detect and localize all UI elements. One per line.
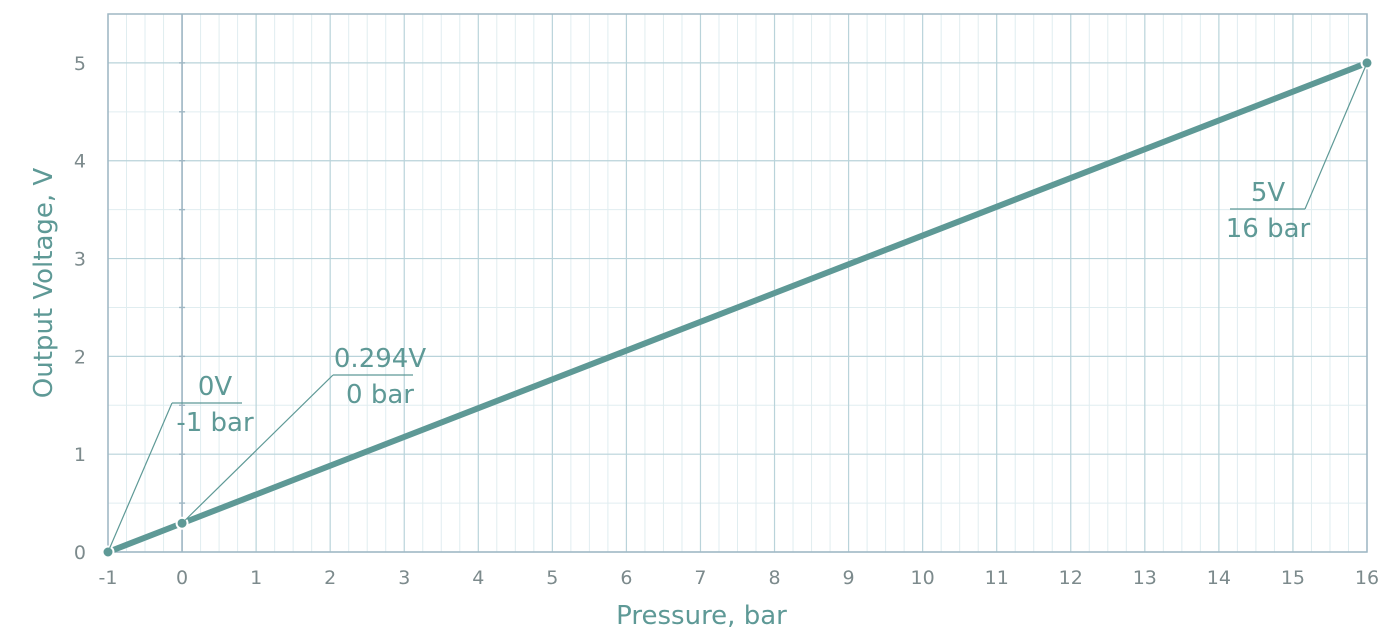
x-tick-label: -1 xyxy=(99,567,118,589)
x-tick-label: 13 xyxy=(1133,567,1157,589)
x-tick-label: 10 xyxy=(911,567,935,589)
minor-grid xyxy=(108,14,1367,552)
y-tick-label: 0 xyxy=(74,542,86,564)
x-tick-label: 6 xyxy=(620,567,632,589)
x-tick-label: 8 xyxy=(768,567,780,589)
y-tick-label: 1 xyxy=(74,444,86,466)
plot-frame xyxy=(107,13,1368,553)
annotation-leader xyxy=(1304,62,1368,210)
x-axis-ticks: -1 0 1 2 3 4 5 6 7 8 9 10 11 12 13 14 15 16 xyxy=(99,567,1380,589)
y-tick-label: 4 xyxy=(74,151,86,173)
x-tick-label: 1 xyxy=(250,567,262,589)
annotation-pressure: 0 bar xyxy=(346,380,414,410)
x-tick-label: 5 xyxy=(546,567,558,589)
annotation-voltage: 0.294V xyxy=(334,344,426,374)
x-tick-label: 16 xyxy=(1355,567,1379,589)
x-tick-label: 0 xyxy=(176,567,188,589)
y-axis-title: Output Voltage, V xyxy=(29,168,59,399)
annotation-voltage: 0V xyxy=(198,372,233,402)
annotation-leader xyxy=(181,374,334,524)
y-tick-label: 3 xyxy=(74,249,86,271)
annotation-voltage: 5V xyxy=(1251,178,1286,208)
x-tick-label: 2 xyxy=(324,567,336,589)
x-tick-label: 11 xyxy=(985,567,1009,589)
annotation-pressure: 16 bar xyxy=(1226,214,1311,244)
x-tick-label: 7 xyxy=(694,567,706,589)
x-tick-label: 3 xyxy=(398,567,410,589)
data-point xyxy=(1360,56,1374,70)
x-tick-label: 12 xyxy=(1059,567,1083,589)
x-tick-label: 15 xyxy=(1281,567,1305,589)
y-tick-label: 2 xyxy=(74,346,86,368)
x-tick-label: 14 xyxy=(1207,567,1231,589)
annotation-pressure: -1 bar xyxy=(176,408,254,438)
x-axis-title: Pressure, bar xyxy=(616,601,787,631)
annotations-layer: 0V -1 bar 0.294V 0 bar 5V 16 bar xyxy=(107,62,1368,553)
y-axis-ticks: 0 1 2 3 4 5 xyxy=(74,53,186,564)
y-tick-label: 5 xyxy=(74,53,86,75)
annotation-leader xyxy=(107,402,173,553)
x-tick-label: 9 xyxy=(843,567,855,589)
x-tick-label: 4 xyxy=(472,567,484,589)
